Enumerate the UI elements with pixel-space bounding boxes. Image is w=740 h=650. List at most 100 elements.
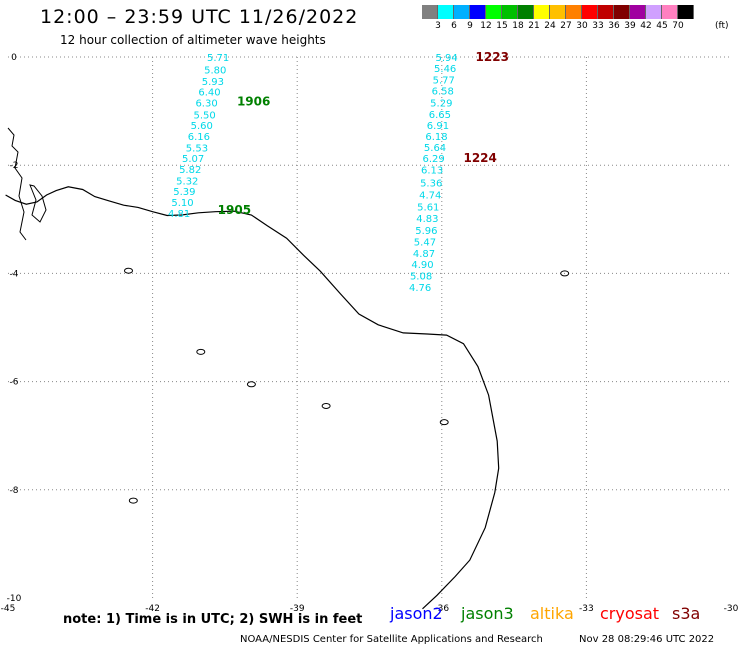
legend-jason2: jason2	[390, 604, 443, 623]
longitude-tick-label: -30	[724, 604, 739, 614]
color-scale-cell	[486, 5, 502, 19]
wave-height-value: 5.77	[433, 76, 455, 87]
island	[128, 497, 138, 504]
color-scale-cell	[614, 5, 630, 19]
legend-cryosat: cryosat	[600, 604, 660, 623]
legend-s3a: s3a	[672, 604, 701, 623]
color-scale-label: 3	[435, 21, 441, 31]
latitude-tick-label: -2	[10, 161, 19, 171]
wave-height-value: 5.47	[414, 237, 436, 248]
island	[439, 419, 449, 426]
longitude-tick-label: -36	[434, 604, 449, 614]
coastline-fragment	[7, 127, 27, 241]
color-scale-cell	[470, 5, 486, 19]
color-scale-cell	[678, 5, 694, 19]
wave-height-value: 5.10	[171, 198, 193, 209]
wave-height-value: 5.94	[435, 53, 457, 64]
color-scale-unit: (ft)	[715, 21, 729, 31]
color-scale-cell	[534, 5, 550, 19]
wave-height-value: 6.65	[429, 110, 451, 121]
longitude-tick-label: -39	[290, 604, 305, 614]
color-scale-label: 30	[576, 21, 588, 31]
color-scale-cell	[582, 5, 598, 19]
latitude-tick-label: -8	[10, 486, 19, 496]
color-scale-cell	[598, 5, 614, 19]
wave-height-value: 5.46	[434, 64, 456, 75]
color-scale-cell	[646, 5, 662, 19]
wave-height-value: 5.71	[207, 53, 229, 64]
latitude-tick-label: -10	[7, 594, 22, 604]
wave-height-value: 6.91	[427, 121, 449, 132]
wave-height-value: 5.08	[410, 272, 432, 283]
color-scale-cell	[550, 5, 566, 19]
map-title: 12:00 – 23:59 UTC 11/26/2022	[40, 6, 359, 28]
wave-height-value: 5.32	[176, 176, 198, 187]
color-scale-label: 42	[640, 21, 652, 31]
pass-time-label: 1223	[476, 50, 509, 64]
pass-time-label: 1906	[237, 94, 270, 108]
wave-height-value: 5.07	[182, 154, 204, 165]
map-subtitle: 12 hour collection of altimeter wave hei…	[60, 33, 326, 47]
color-scale-label: 33	[592, 21, 604, 31]
color-scale-label: 70	[672, 21, 684, 31]
latitude-tick-label: -6	[10, 378, 19, 388]
wave-height-value: 5.39	[173, 187, 195, 198]
wave-height-value: 6.13	[421, 166, 443, 177]
color-scale-label: 15	[496, 21, 508, 31]
island	[321, 402, 331, 409]
wave-height-value: 5.96	[415, 226, 437, 237]
pass-time-label: 1224	[463, 151, 496, 165]
wave-height-value: 5.82	[179, 165, 201, 176]
wave-height-value: 6.40	[198, 88, 220, 99]
wave-height-value: 5.64	[424, 143, 446, 154]
color-scale-label: 39	[624, 21, 636, 31]
color-scale-cell	[566, 5, 582, 19]
color-scale-label: 9	[467, 21, 473, 31]
wave-height-value: 5.93	[202, 77, 224, 88]
longitude-tick-label: -45	[1, 604, 16, 614]
footer-credit: NOAA/NESDIS Center for Satellite Applica…	[240, 634, 543, 645]
legend-altika: altika	[530, 604, 574, 623]
longitude-tick-label: -33	[579, 604, 594, 614]
color-scale-label: 36	[608, 21, 620, 31]
color-scale-cell	[518, 5, 534, 19]
wave-height-value: 4.74	[419, 190, 441, 201]
wave-height-value: 4.81	[168, 209, 190, 220]
color-scale-cell	[662, 5, 678, 19]
color-scale-label: 6	[451, 21, 457, 31]
wave-height-value: 5.29	[430, 98, 452, 109]
latitude-tick-label: -4	[10, 269, 19, 279]
wave-height-value: 4.90	[411, 260, 433, 271]
color-scale-label: 18	[512, 21, 524, 31]
wave-height-value: 6.58	[432, 87, 454, 98]
island	[246, 381, 256, 388]
wave-height-value: 5.53	[186, 143, 208, 154]
note-text: note: 1) Time is in UTC; 2) SWH is in fe…	[63, 612, 363, 627]
color-scale-label: 45	[656, 21, 668, 31]
wave-height-value: 6.29	[422, 154, 444, 165]
wave-height-value: 5.80	[204, 65, 226, 76]
wave-height-value: 5.61	[417, 202, 439, 213]
color-scale-bar	[422, 5, 694, 19]
wave-height-value: 4.76	[409, 283, 431, 294]
wave-height-value: 5.36	[420, 179, 442, 190]
footer-timestamp: Nov 28 08:29:46 UTC 2022	[579, 634, 715, 645]
legend-jason3: jason3	[461, 604, 514, 623]
island	[196, 348, 206, 355]
color-scale-cell	[502, 5, 518, 19]
wave-height-value: 5.50	[194, 110, 216, 121]
color-scale-labels: 3 6 9 12 15 18 21 24 27 30 33 36 39 42 45 70 (ft)	[422, 21, 740, 33]
longitude-tick-label: -42	[145, 604, 160, 614]
color-scale-label: 24	[544, 21, 556, 31]
island	[560, 270, 570, 277]
color-scale-cell	[422, 5, 438, 19]
wave-height-value: 6.18	[425, 132, 447, 143]
color-scale-cell	[454, 5, 470, 19]
wave-height-value: 6.30	[195, 98, 217, 109]
wave-height-value: 4.83	[416, 214, 438, 225]
color-scale-cell	[438, 5, 454, 19]
color-scale-cell	[630, 5, 646, 19]
color-scale-label: 21	[528, 21, 540, 31]
wave-height-value: 4.87	[413, 249, 435, 260]
